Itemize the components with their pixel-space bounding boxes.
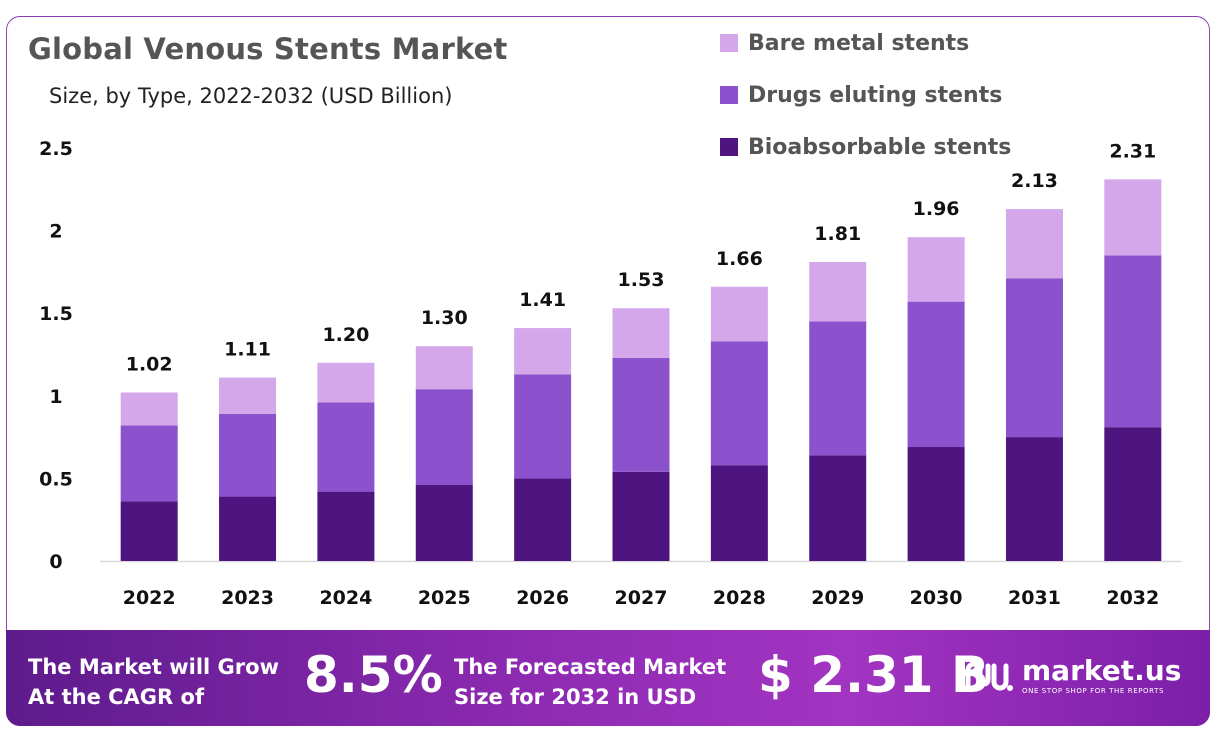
bar-segment-drugs-eluting-stents-2026 xyxy=(514,374,572,479)
brand-tagline: ONE STOP SHOP FOR THE REPORTS xyxy=(1022,687,1165,695)
bar-segment-bare-metal-stents-2027 xyxy=(612,308,670,358)
bar-segment-bioabsorbable-stents-2032 xyxy=(1104,427,1162,561)
bar-segment-drugs-eluting-stents-2024 xyxy=(317,402,375,492)
y-tick-label: 2.5 xyxy=(39,138,73,160)
legend-swatch-drug-eluting xyxy=(720,86,738,104)
x-tick-label-2032: 2032 xyxy=(1106,587,1159,609)
cagr-value: 8.5% xyxy=(304,646,443,704)
legend-item-bare-metal: Bare metal stents xyxy=(720,28,969,58)
bar-segment-bioabsorbable-stents-2030 xyxy=(907,447,965,561)
cagr-caption-line2: At the CAGR of xyxy=(28,685,205,709)
y-tick-label: 1.5 xyxy=(39,303,73,325)
bar-total-label-2025: 1.30 xyxy=(421,307,468,329)
cagr-caption-line1: The Market will Grow xyxy=(28,655,279,679)
x-tick-label-2031: 2031 xyxy=(1008,587,1061,609)
bar-segment-drugs-eluting-stents-2029 xyxy=(809,321,867,456)
forecast-caption-line1: The Forecasted Market xyxy=(454,655,727,679)
legend-item-bioabsorbable: Bioabsorbable stents xyxy=(720,132,1011,162)
brand: market.us ONE STOP SHOP FOR THE REPORTS xyxy=(964,656,1181,696)
bar-total-label-2030: 1.96 xyxy=(913,198,960,220)
bar-segment-bare-metal-stents-2024 xyxy=(317,362,375,403)
bar-segment-bare-metal-stents-2023 xyxy=(219,377,277,414)
bar-segment-drugs-eluting-stents-2032 xyxy=(1104,255,1162,428)
bar-segment-bioabsorbable-stents-2023 xyxy=(219,496,277,561)
bar-segment-bare-metal-stents-2029 xyxy=(809,261,867,322)
y-tick-label: 0 xyxy=(49,551,62,573)
bar-segment-bare-metal-stents-2025 xyxy=(415,346,473,390)
y-tick-label: 2 xyxy=(49,221,62,243)
x-tick-label-2027: 2027 xyxy=(615,587,668,609)
bar-segment-bare-metal-stents-2030 xyxy=(907,237,965,302)
bar-segment-drugs-eluting-stents-2028 xyxy=(710,341,768,466)
x-tick-label-2029: 2029 xyxy=(811,587,864,609)
bar-segment-bioabsorbable-stents-2026 xyxy=(514,478,572,561)
bar-segment-drugs-eluting-stents-2027 xyxy=(612,357,670,472)
bar-total-label-2029: 1.81 xyxy=(814,223,861,245)
bar-segment-drugs-eluting-stents-2025 xyxy=(415,389,473,486)
bar-total-label-2031: 2.13 xyxy=(1011,170,1058,192)
legend-swatch-bioabsorbable xyxy=(720,138,738,156)
bar-total-label-2026: 1.41 xyxy=(519,289,566,311)
brand-name: market.us xyxy=(1022,654,1182,687)
forecast-caption: The Forecasted Market Size for 2032 in U… xyxy=(454,652,726,712)
bar-segment-drugs-eluting-stents-2030 xyxy=(907,301,965,448)
bar-segment-bioabsorbable-stents-2022 xyxy=(120,501,178,561)
bar-total-label-2028: 1.66 xyxy=(716,248,763,270)
x-tick-label-2022: 2022 xyxy=(123,587,176,609)
footer-banner: The Market will Grow At the CAGR of 8.5%… xyxy=(6,630,1210,726)
legend-label-bare-metal: Bare metal stents xyxy=(748,30,970,56)
legend-label-bioabsorbable: Bioabsorbable stents xyxy=(748,134,1012,160)
cagr-caption: The Market will Grow At the CAGR of xyxy=(28,652,279,712)
bar-segment-bare-metal-stents-2022 xyxy=(120,392,178,426)
x-tick-label-2028: 2028 xyxy=(713,587,766,609)
legend-item-drug-eluting: Drugs eluting stents xyxy=(720,80,1002,110)
bar-segment-bioabsorbable-stents-2029 xyxy=(809,455,867,561)
bar-segment-bare-metal-stents-2032 xyxy=(1104,179,1162,256)
y-tick-label: 0.5 xyxy=(39,468,73,490)
chart-subtitle: Size, by Type, 2022-2032 (USD Billion) xyxy=(49,84,453,108)
bar-total-label-2032: 2.31 xyxy=(1109,140,1156,162)
x-tick-label-2023: 2023 xyxy=(221,587,274,609)
bar-segment-drugs-eluting-stents-2022 xyxy=(120,425,178,502)
forecast-caption-line2: Size for 2032 in USD xyxy=(454,685,697,709)
bar-segment-bare-metal-stents-2031 xyxy=(1005,209,1063,279)
chart-title: Global Venous Stents Market xyxy=(28,32,508,66)
x-tick-label-2025: 2025 xyxy=(418,587,471,609)
bar-segment-bioabsorbable-stents-2031 xyxy=(1005,437,1063,561)
bar-segment-bioabsorbable-stents-2024 xyxy=(317,491,375,561)
x-tick-label-2030: 2030 xyxy=(910,587,963,609)
x-tick-label-2026: 2026 xyxy=(516,587,569,609)
market-us-logo-icon xyxy=(965,661,1013,691)
x-tick-label-2024: 2024 xyxy=(319,587,372,609)
forecast-value: $ 2.31 B xyxy=(758,646,990,704)
bar-segment-drugs-eluting-stents-2023 xyxy=(219,413,277,497)
brand-text: market.us ONE STOP SHOP FOR THE REPORTS xyxy=(1022,656,1181,696)
y-tick-label: 1 xyxy=(49,386,62,408)
bar-segment-bioabsorbable-stents-2025 xyxy=(415,485,473,561)
bar-segment-drugs-eluting-stents-2031 xyxy=(1005,278,1063,438)
bar-segment-bare-metal-stents-2028 xyxy=(710,286,768,342)
bar-total-label-2027: 1.53 xyxy=(618,269,665,291)
bar-segment-bioabsorbable-stents-2027 xyxy=(612,471,670,561)
bar-total-label-2022: 1.02 xyxy=(126,353,173,375)
bar-segment-bare-metal-stents-2026 xyxy=(514,328,572,375)
legend-label-drug-eluting: Drugs eluting stents xyxy=(748,82,1003,108)
bar-segment-bioabsorbable-stents-2028 xyxy=(710,465,768,561)
bar-total-label-2024: 1.20 xyxy=(322,324,369,346)
stacked-bar-chart: 0 0.5 1 1.5 2 2.5 1.02 2022 1.11 2023 1.20 2024 1.30… xyxy=(39,138,1182,609)
bar-total-label-2023: 1.11 xyxy=(224,339,271,361)
legend-swatch-bare-metal xyxy=(720,34,738,52)
